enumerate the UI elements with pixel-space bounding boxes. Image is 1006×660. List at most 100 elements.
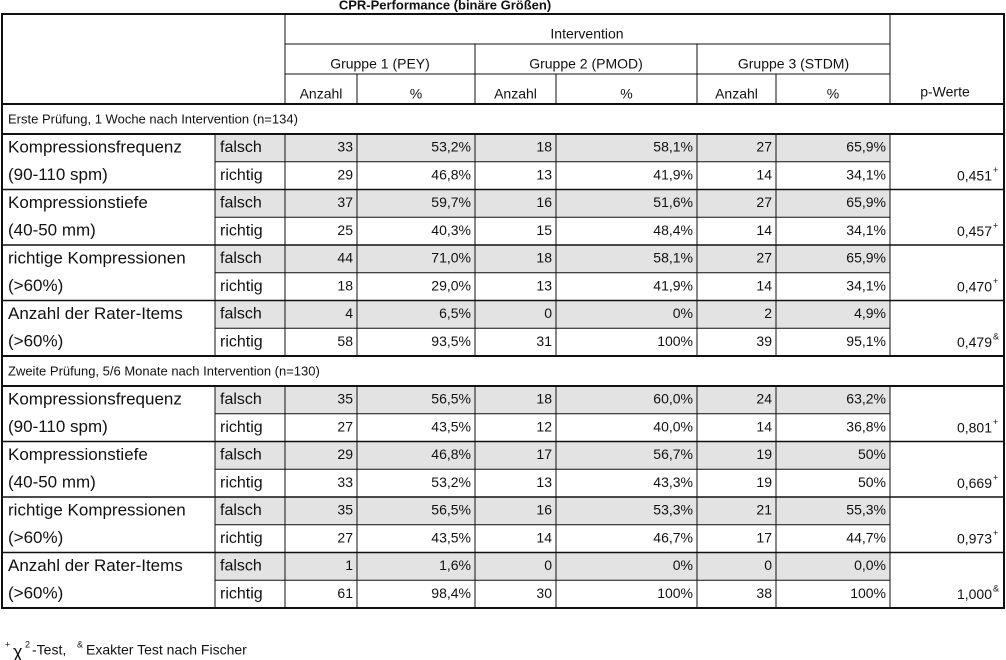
p-value: 0,470 [957,278,992,294]
p-mark: & [993,332,999,342]
item-name: richtige Kompressionen [8,248,186,267]
cell: 24 [756,391,772,407]
shaded-row [215,300,890,329]
cell: 27 [756,139,772,155]
header-group: Gruppe 3 (STDM) [738,56,849,72]
cell: 29,0% [431,277,471,293]
header-group: Gruppe 1 (PEY) [330,56,430,72]
outcome: falsch [220,447,262,464]
outcome: falsch [220,391,262,408]
cell: 61 [337,585,353,601]
header-percent: % [620,86,632,102]
cell: 14 [536,529,552,545]
p-value: 0,479 [957,334,992,350]
header-percent: % [827,86,839,102]
item-name: Anzahl der Rater-Items [8,304,183,323]
outcome: falsch [220,139,262,156]
cell: 19 [756,446,772,462]
cell: 27 [337,529,353,545]
cell: 4 [345,305,353,321]
cell: 14 [756,166,772,182]
cell: 40,3% [431,222,471,238]
cell: 55,3% [846,502,886,518]
cell: 59,7% [431,194,471,210]
cell: 29 [337,446,353,462]
outcome: richtig [220,530,263,547]
cell: 44,7% [846,529,886,545]
cell: 13 [536,474,552,490]
cell: 0 [544,305,552,321]
table-title: CPR-Performance (binäre Größen) [339,0,551,12]
cell: 51,6% [653,194,693,210]
outcome: falsch [220,306,262,323]
cell: 33 [337,139,353,155]
cell: 16 [536,502,552,518]
outcome: richtig [220,167,263,184]
cell: 27 [756,194,772,210]
cell: 14 [756,222,772,238]
cell: 1,6% [439,557,471,573]
p-mark: + [993,528,998,538]
outcome: richtig [220,585,263,602]
cell: 18 [536,139,552,155]
shaded-row [215,552,890,581]
outcome: richtig [220,278,263,295]
cell: 21 [756,502,772,518]
cell: 58 [337,333,353,349]
cell: 12 [536,418,552,434]
item-name: (>60%) [8,276,63,295]
item-name: Kompressionstiefe [8,445,148,464]
cell: 56,5% [431,391,471,407]
p-value: 0,451 [957,167,992,183]
outcome: falsch [220,558,262,575]
item-name: Anzahl der Rater-Items [8,556,183,575]
cell: 50% [858,474,886,490]
cell: 53,2% [431,139,471,155]
outcome: richtig [220,222,263,239]
item-name: (40-50 mm) [8,473,96,492]
cell: 31 [536,333,552,349]
cell: 95,1% [846,333,886,349]
cell: 4,9% [854,305,886,321]
section-label: Zweite Prüfung, 5/6 Monate nach Interven… [8,363,320,378]
cell: 0% [673,557,693,573]
cell: 46,8% [431,166,471,182]
footnote-mark: & [77,639,83,649]
cell: 43,3% [653,474,693,490]
item-name: (90-110 spm) [8,165,108,184]
cell: 43,5% [431,529,471,545]
cell: 34,1% [846,166,886,182]
p-value: 0,457 [957,223,992,239]
cell: 13 [536,277,552,293]
cell: 41,9% [653,166,693,182]
cell: 40,0% [653,418,693,434]
header-percent: % [410,86,422,102]
cell: 58,1% [653,139,693,155]
cell: 100% [850,585,886,601]
p-value: 0,801 [957,419,992,435]
cell: 41,9% [653,277,693,293]
footnote-chi: χ [13,642,23,660]
cell: 39 [756,333,772,349]
cell: 15 [536,222,552,238]
cell: 25 [337,222,353,238]
outcome: richtig [220,333,263,350]
cell: 0 [544,557,552,573]
cell: 27 [756,250,772,266]
cell: 60,0% [653,391,693,407]
cell: 6,5% [439,305,471,321]
cell: 38 [756,585,772,601]
cell: 46,7% [653,529,693,545]
cell: 13 [536,166,552,182]
p-value: 0,973 [957,530,992,546]
shaded-row [215,245,890,273]
p-mark: & [993,584,999,594]
p-mark: + [993,221,998,231]
cell: 30 [536,585,552,601]
cell: 56,7% [653,446,693,462]
cell: 0,0% [854,557,886,573]
cell: 50% [858,446,886,462]
header-group: Gruppe 2 (PMOD) [529,56,643,72]
cell: 100% [657,333,693,349]
